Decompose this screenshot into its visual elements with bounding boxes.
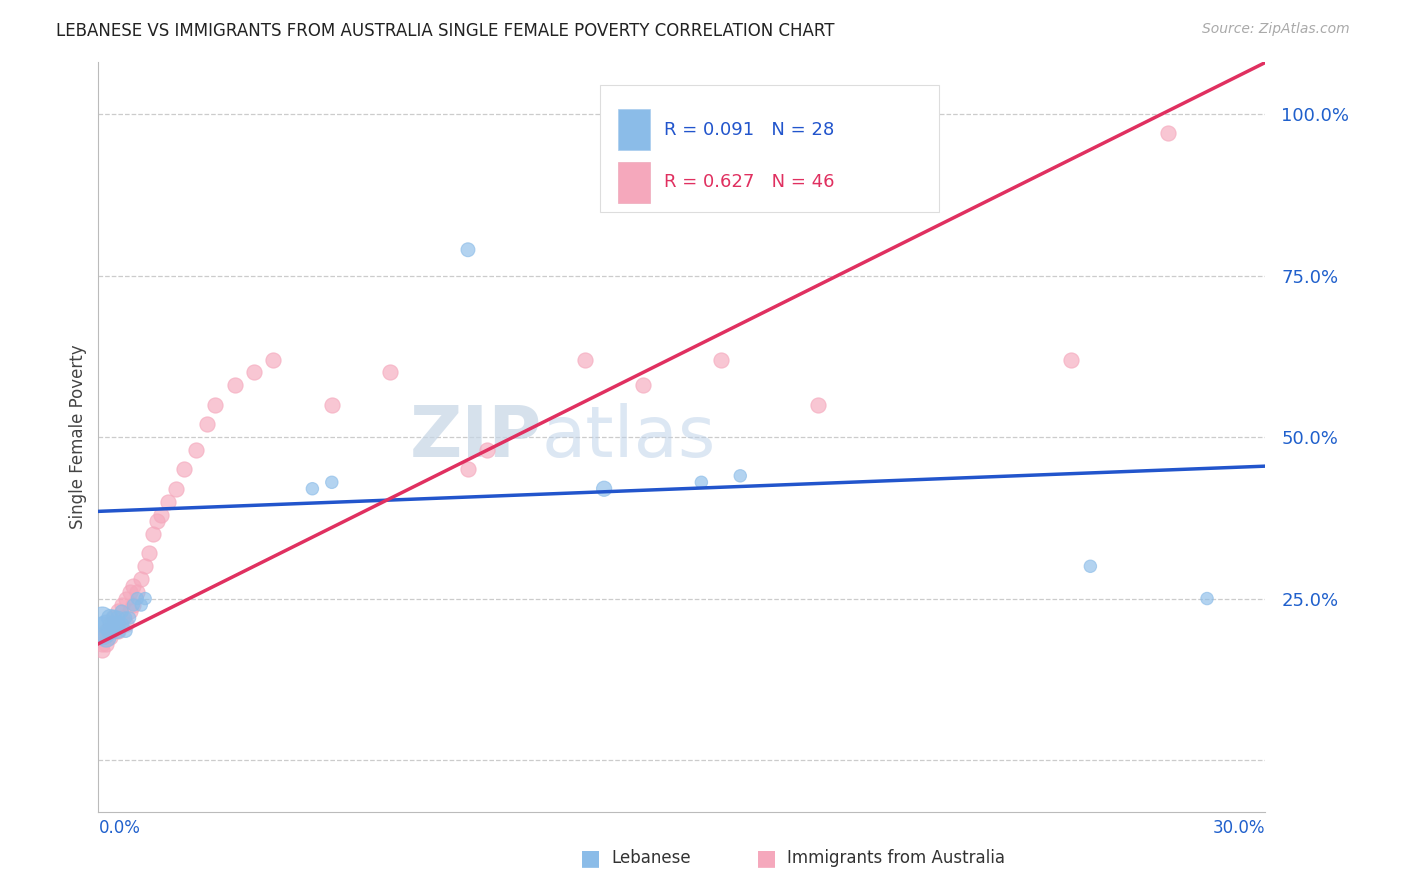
Point (118, 585, 141, 599)
Point (107, 617, 129, 632)
Point (114, 611, 136, 625)
Point (118, 605, 141, 619)
Point (477, 442, 499, 457)
Point (111, 611, 134, 625)
Point (98, 624, 121, 638)
Text: Immigrants from Australia: Immigrants from Australia (787, 849, 1005, 867)
Point (146, 514, 169, 528)
Point (262, 352, 284, 367)
Point (98, 611, 121, 625)
Point (1195, 591, 1218, 606)
Point (114, 617, 136, 632)
Point (157, 494, 180, 508)
Point (107, 624, 129, 638)
Point (807, 398, 830, 412)
Text: Source: ZipAtlas.com: Source: ZipAtlas.com (1202, 22, 1350, 37)
Text: R = 0.091   N = 28: R = 0.091 N = 28 (665, 121, 835, 139)
Point (103, 611, 125, 625)
Point (91, 643, 114, 657)
Point (96, 630, 118, 644)
Point (91, 637, 114, 651)
Point (103, 611, 125, 625)
Point (91, 611, 114, 625)
Point (96, 637, 118, 651)
Text: 30.0%: 30.0% (1213, 820, 1265, 838)
Point (457, 462, 479, 476)
Point (204, 398, 226, 412)
Point (103, 624, 125, 638)
Point (631, 378, 654, 392)
Point (574, 352, 596, 367)
FancyBboxPatch shape (600, 85, 939, 212)
Text: ■: ■ (581, 848, 600, 868)
Point (710, 352, 733, 367)
Point (301, 482, 323, 496)
Point (107, 611, 129, 625)
Point (96, 617, 118, 632)
Point (107, 624, 129, 638)
Point (380, 366, 402, 380)
Point (118, 611, 141, 625)
Point (111, 605, 134, 619)
Point (127, 585, 149, 599)
FancyBboxPatch shape (617, 161, 651, 202)
Point (165, 482, 187, 496)
Point (129, 598, 152, 612)
Point (98, 617, 121, 632)
Point (195, 417, 218, 432)
Point (1157, 127, 1180, 141)
Point (457, 243, 479, 257)
Point (91, 630, 114, 644)
Point (1060, 352, 1083, 367)
Point (138, 546, 160, 560)
Text: Lebanese: Lebanese (612, 849, 692, 867)
Point (321, 475, 343, 490)
Point (243, 366, 266, 380)
Point (111, 598, 134, 612)
Point (149, 508, 172, 522)
Point (173, 462, 195, 476)
Point (224, 378, 246, 392)
Point (127, 591, 149, 606)
Y-axis label: Single Female Poverty: Single Female Poverty (69, 345, 87, 529)
Point (1080, 559, 1102, 574)
Point (98, 630, 121, 644)
Point (107, 605, 129, 619)
Point (184, 442, 207, 457)
Point (111, 617, 134, 632)
Point (103, 617, 125, 632)
Point (134, 559, 156, 574)
Text: atlas: atlas (541, 402, 716, 472)
FancyBboxPatch shape (617, 109, 651, 151)
Text: 0.0%: 0.0% (98, 820, 141, 838)
Point (114, 591, 136, 606)
Point (114, 624, 136, 638)
Point (321, 398, 343, 412)
Point (690, 475, 713, 490)
Text: LEBANESE VS IMMIGRANTS FROM AUSTRALIA SINGLE FEMALE POVERTY CORRELATION CHART: LEBANESE VS IMMIGRANTS FROM AUSTRALIA SI… (56, 22, 835, 40)
Point (96, 624, 118, 638)
Point (107, 617, 129, 632)
Point (134, 591, 156, 606)
Point (730, 468, 752, 483)
Text: R = 0.627   N = 46: R = 0.627 N = 46 (665, 173, 835, 191)
Text: ZIP: ZIP (409, 402, 541, 472)
Point (129, 572, 152, 586)
Point (122, 579, 145, 593)
Text: ■: ■ (756, 848, 776, 868)
Point (593, 482, 616, 496)
Point (91, 624, 114, 638)
Point (122, 598, 145, 612)
Point (122, 598, 145, 612)
Point (142, 527, 165, 541)
